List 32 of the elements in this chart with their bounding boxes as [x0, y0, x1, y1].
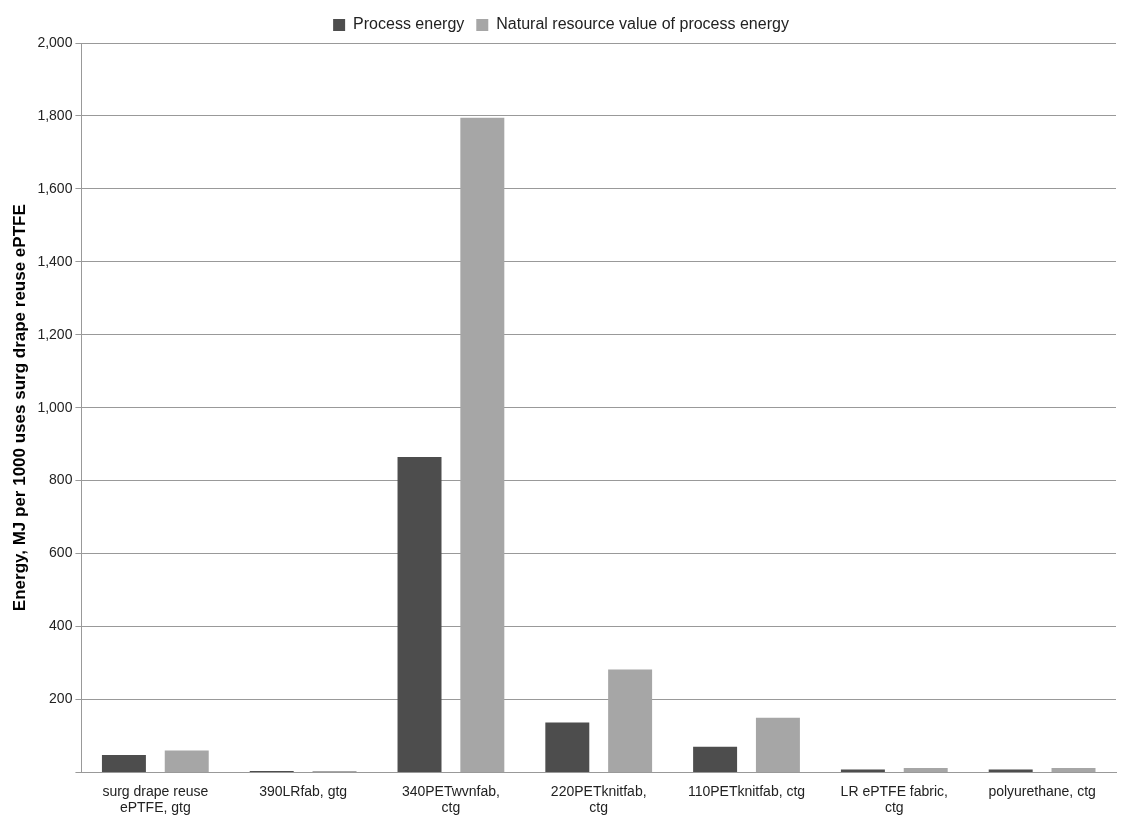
bar: [840, 769, 885, 772]
y-tick-label: 1,800: [37, 106, 73, 123]
bar: [101, 754, 146, 772]
x-tick-label: surg drape reuse ePTFE, gtg: [102, 782, 209, 816]
x-tick-label: 390LRfab, gtg: [259, 782, 348, 799]
y-tick-label: 600: [49, 544, 73, 561]
y-tick-label: 400: [49, 617, 73, 634]
bar: [164, 750, 209, 772]
y-tick-label: 1,200: [37, 325, 73, 342]
y-tick-label: 1,400: [37, 252, 73, 269]
y-tick-label: 1,600: [37, 179, 73, 196]
bar: [397, 456, 442, 772]
bar: [693, 746, 738, 772]
y-tick-label: 200: [49, 690, 73, 707]
x-tick-label: 220PETknitfab, ctg: [550, 782, 647, 816]
y-tick-label: 800: [49, 471, 73, 488]
bar: [1051, 768, 1096, 772]
x-tick-label: polyurethane, ctg: [988, 782, 1096, 799]
bar: [545, 722, 590, 772]
legend-label: Natural resource value of process energy: [496, 15, 789, 33]
bar: [755, 717, 800, 772]
x-tick-label: LR ePTFE fabric, ctg: [840, 782, 948, 816]
bar: [460, 117, 505, 772]
y-axis-title: Energy, MJ per 1000 uses surg drape reuse ePTFE: [9, 204, 29, 612]
x-tick-label: 110PETknitfab, ctg: [687, 782, 806, 799]
bar: [608, 669, 653, 772]
y-tick-label: 1,000: [37, 398, 73, 415]
x-tick-label: 340PETwvnfab, ctg: [401, 782, 500, 816]
y-tick-label: 2,000: [37, 33, 73, 50]
legend-label: Process energy: [353, 15, 465, 33]
bar: [988, 769, 1033, 772]
bar: [903, 768, 948, 772]
